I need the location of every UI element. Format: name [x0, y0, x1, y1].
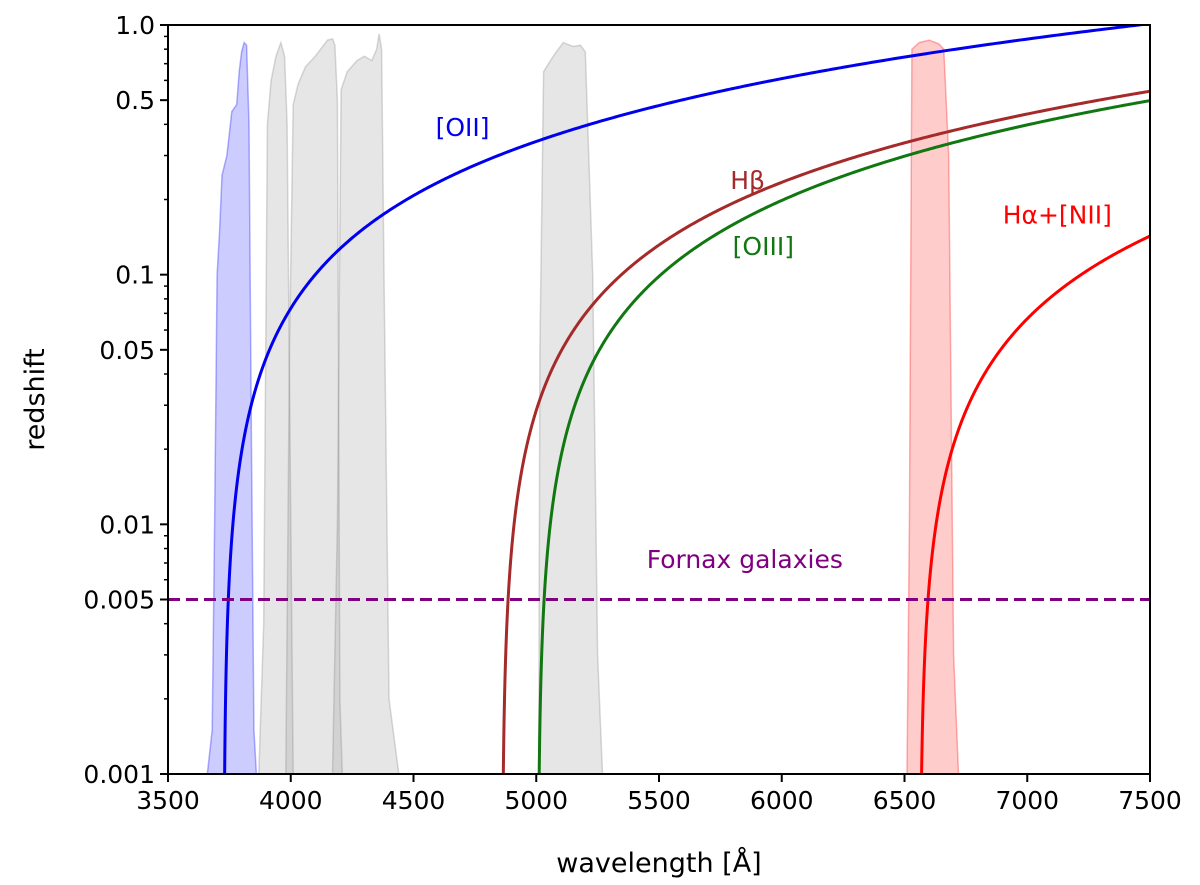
y-tick-label: 0.5 [115, 86, 155, 115]
filter-band-6 [906, 39, 960, 774]
annotation-3: [OIII] [733, 232, 794, 261]
curve-4 [920, 234, 1150, 774]
curve-2 [501, 89, 1150, 774]
y-tick-label: 0.01 [99, 510, 155, 539]
x-tick-label: 7000 [995, 786, 1059, 815]
y-tick-label: 0.05 [99, 336, 155, 365]
y-tick-label: 0.001 [83, 760, 155, 789]
filter-band-3 [285, 38, 344, 774]
x-tick-label: 5000 [504, 786, 568, 815]
y-tick-label: 0.005 [83, 585, 155, 614]
y-tick-label: 0.1 [115, 261, 155, 290]
filter-bands [206, 33, 960, 774]
curve-3 [537, 99, 1150, 774]
x-tick-label: 5500 [627, 786, 691, 815]
filter-band-2 [258, 40, 294, 774]
filter-band-1 [206, 41, 258, 774]
filter-band-4 [331, 33, 400, 774]
annotation-2: Hβ [730, 166, 765, 195]
annotation-5: Fornax galaxies [647, 545, 843, 574]
x-tick-label: 4500 [382, 786, 446, 815]
y-axis: 0.001 0.005 0.01 0.05 0.1 0.5 1.0 [83, 11, 168, 789]
annotation-4: Hα+[NII] [1003, 201, 1112, 230]
annotations: [OII] Hβ [OIII] Hα+[NII] Fornax galaxies [436, 113, 1112, 574]
curve-1 [223, 25, 1150, 774]
x-tick-label: 4000 [259, 786, 323, 815]
x-tick-label: 6000 [750, 786, 814, 815]
x-axis: 3500 4000 4500 5000 5500 6000 6500 7000 7500 [136, 774, 1182, 815]
x-axis-label: wavelength [Å] [556, 847, 761, 879]
y-axis-label: redshift [20, 348, 51, 451]
annotation-1: [OII] [436, 113, 490, 142]
x-tick-label: 3500 [136, 786, 200, 815]
filter-band-5 [537, 41, 604, 774]
x-tick-label: 6500 [873, 786, 937, 815]
y-tick-label: 1.0 [115, 11, 155, 40]
x-tick-label: 7500 [1118, 786, 1182, 815]
emission-line-curves [223, 25, 1150, 774]
